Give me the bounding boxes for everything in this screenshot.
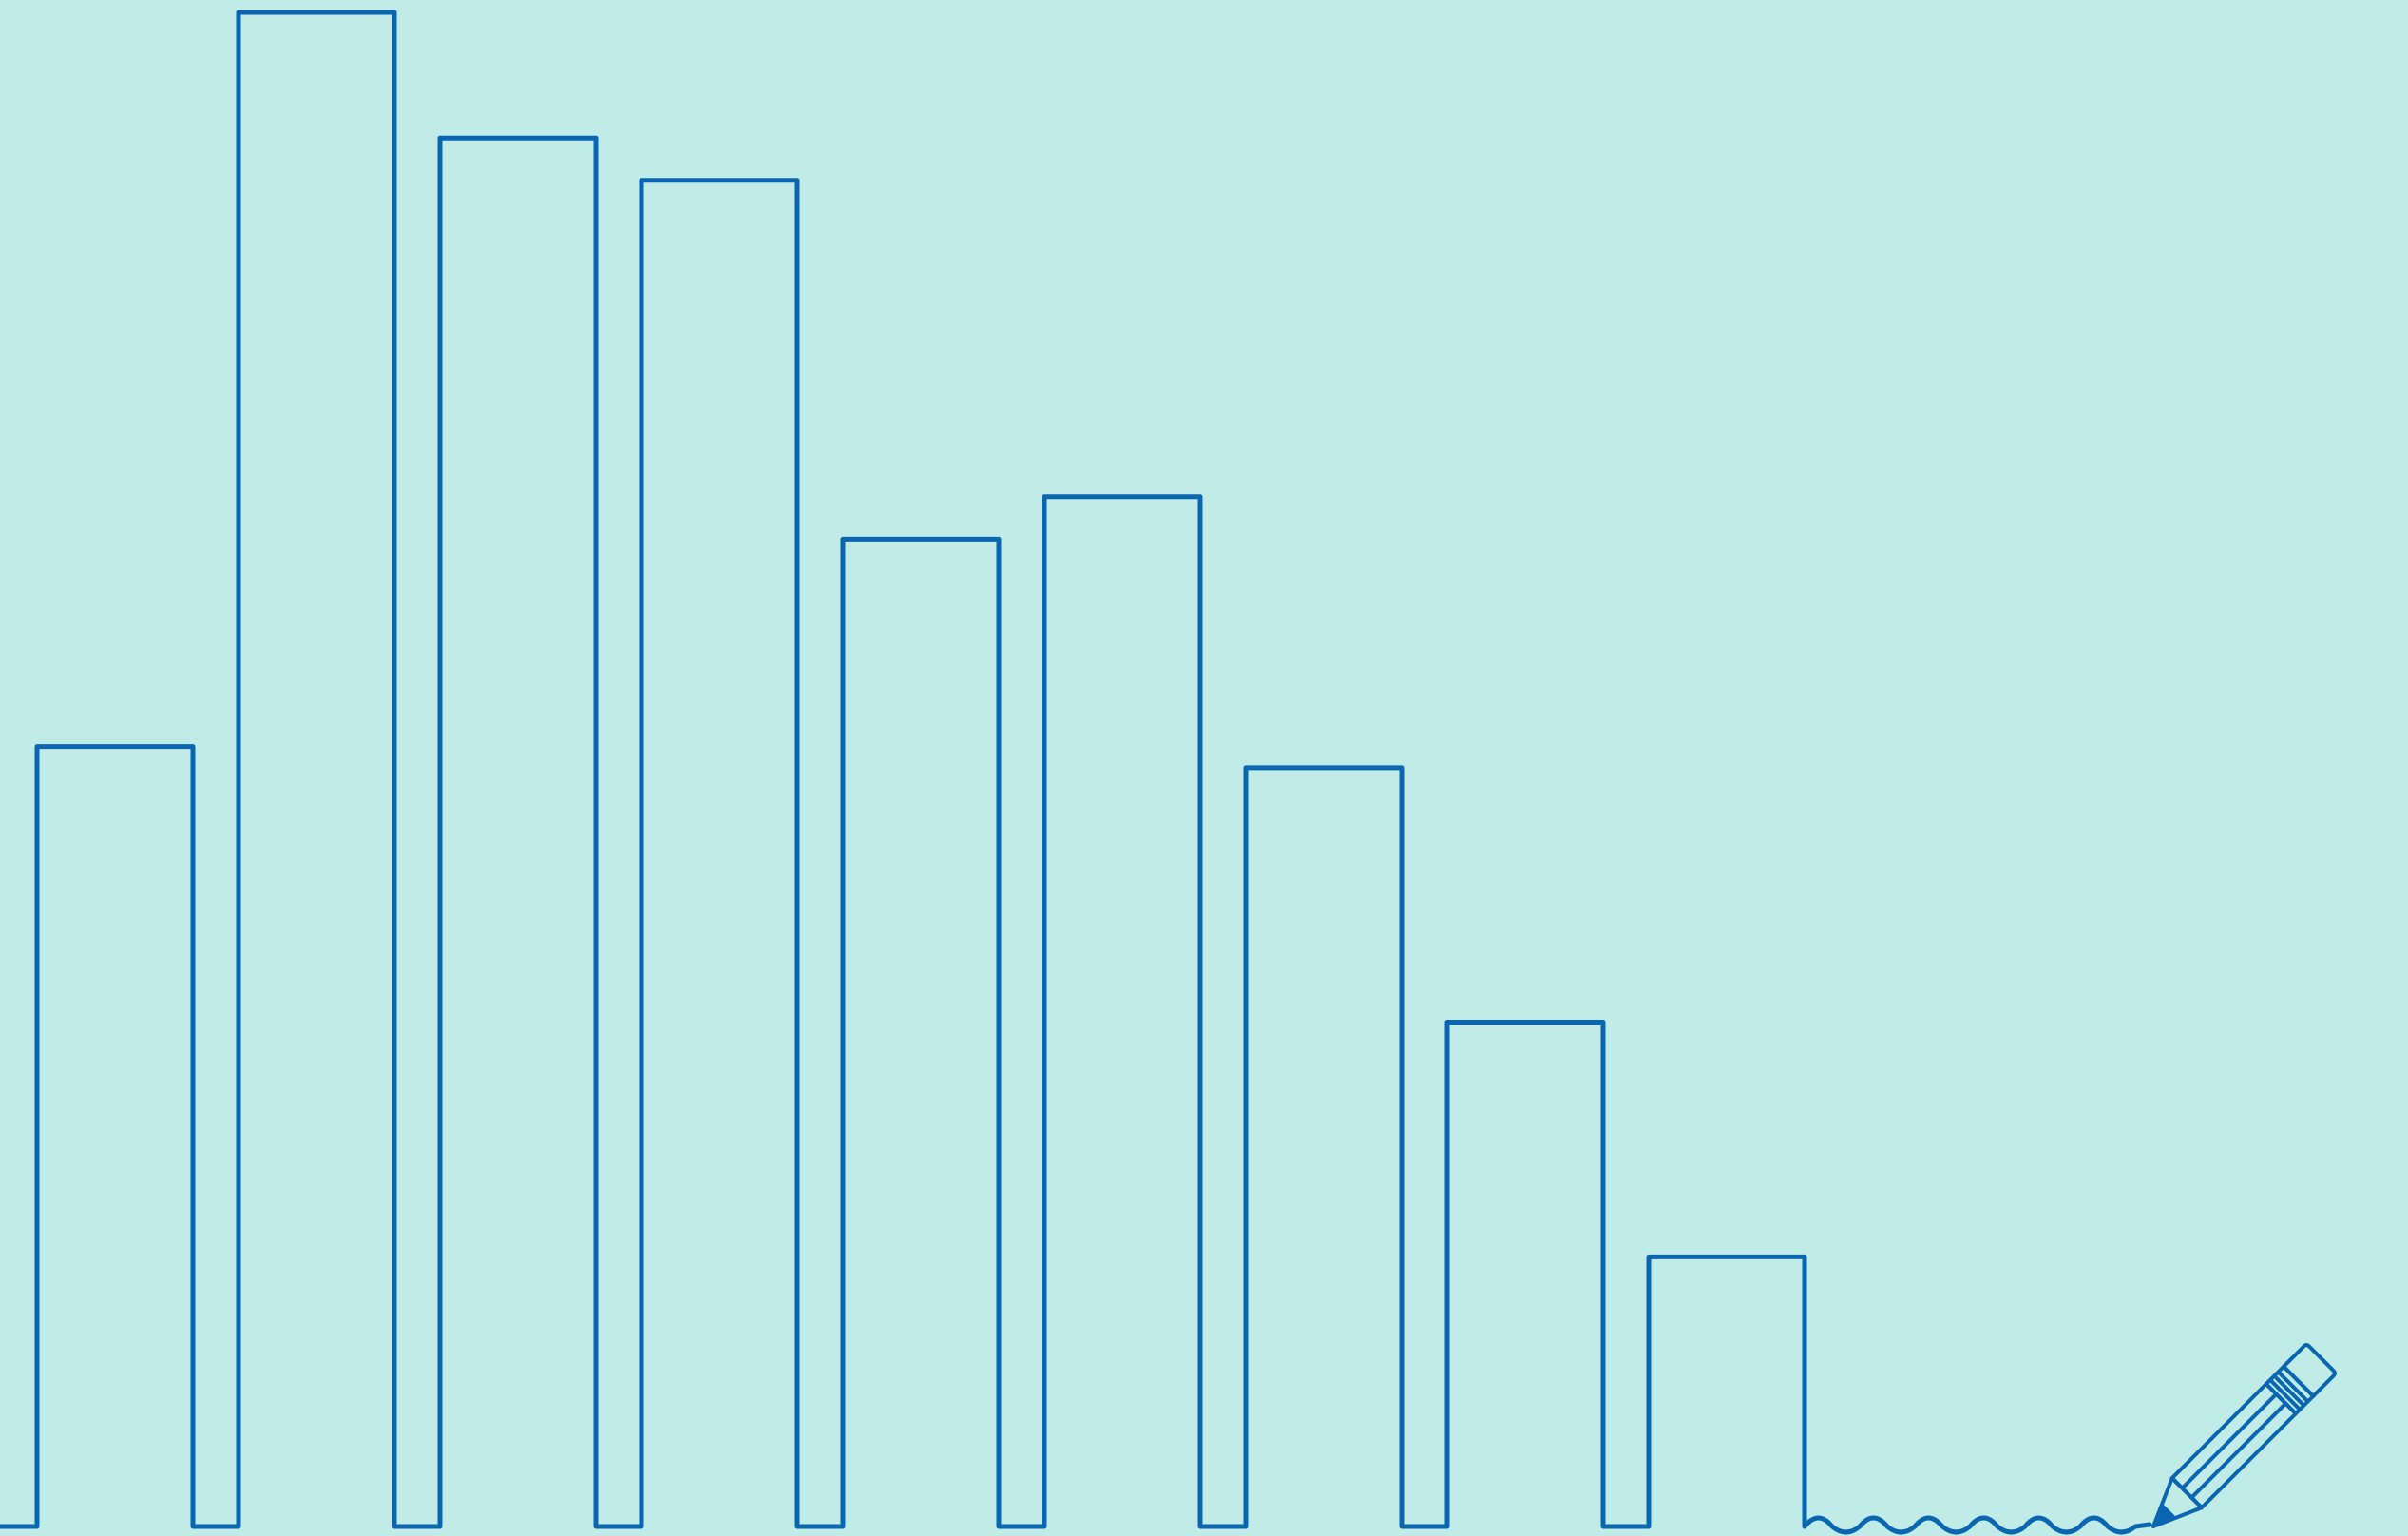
pencil-tip-line — [2160, 1503, 2177, 1520]
pencil-ferrule-lines — [2268, 1370, 2310, 1411]
bar-1 — [37, 747, 193, 1526]
pencil-body-line-bottom — [2189, 1402, 2287, 1500]
bar-4 — [641, 181, 797, 1526]
pencil-icon — [2151, 1343, 2337, 1528]
bar-9 — [1649, 1257, 1805, 1526]
bar-6 — [1044, 497, 1200, 1526]
bar-2 — [239, 12, 394, 1526]
bar-7 — [1246, 768, 1402, 1526]
bar-outline-path — [0, 10, 1807, 1529]
pencil-body-line-top — [2180, 1392, 2278, 1490]
pencil-eraser — [2282, 1343, 2337, 1398]
bar-8 — [1447, 1023, 1603, 1527]
pencil-squiggle — [1802, 1515, 2152, 1535]
bar-5 — [843, 539, 999, 1526]
bar-3 — [440, 138, 596, 1526]
